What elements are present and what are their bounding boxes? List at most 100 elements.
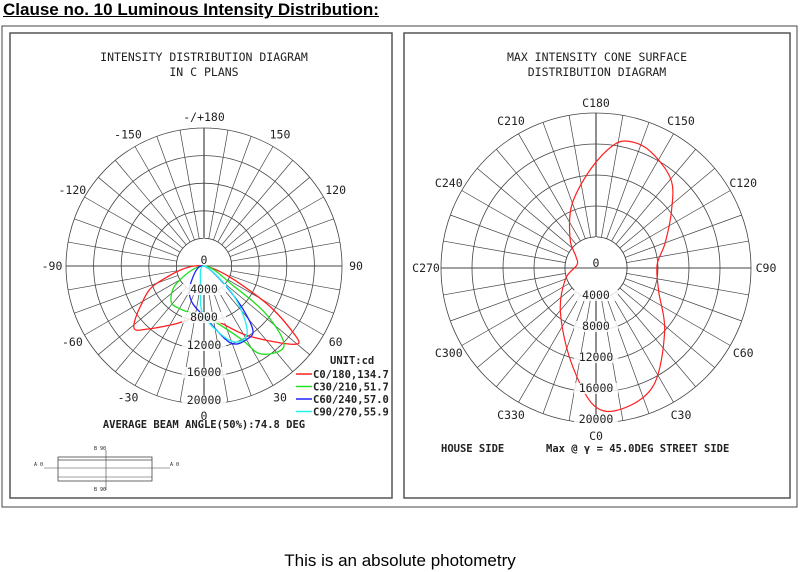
grid-spoke (622, 190, 731, 253)
radial-label: 4000 (582, 288, 610, 302)
right-panel-frame (403, 32, 791, 499)
radial-label: 12000 (187, 338, 222, 352)
photometry-caption: This is an absolute photometry (284, 551, 516, 570)
angle-label: C330 (497, 408, 525, 422)
radial-label: 4000 (190, 282, 218, 296)
grid-spoke (134, 289, 191, 386)
angle-label: C150 (667, 114, 695, 128)
grid-spoke (568, 115, 591, 238)
angle-label: C0 (589, 429, 603, 443)
grid-spoke (156, 291, 195, 396)
right-title-line-1: MAX INTENSITY CONE SURFACE (507, 50, 687, 64)
cone-curve (559, 140, 674, 413)
luminaire-sketch: B 90 B 90 A 0 A 0 (34, 446, 179, 493)
grid-spoke (625, 214, 742, 258)
grid-spoke (477, 287, 573, 368)
angle-label: C90 (756, 261, 777, 275)
legend-entry: C30/210,51.7 (313, 382, 389, 394)
angle-label: -60 (62, 335, 83, 349)
angle-label: -150 (114, 127, 142, 141)
grid-spoke (208, 130, 229, 239)
angle-label: C30 (671, 408, 692, 422)
angle-label: C180 (582, 96, 610, 110)
grid-spoke (615, 149, 696, 245)
grid-spoke (68, 270, 177, 291)
grid-spoke (606, 297, 650, 414)
max-gamma-street-side-label: Max @ γ = 45.0DEG STREET SIDE (546, 443, 729, 455)
grid-spoke (115, 160, 187, 246)
sketch-label-left: A 0 (34, 462, 43, 468)
angle-label: 120 (325, 183, 346, 197)
angle-label: C120 (729, 176, 757, 190)
angle-label: -120 (59, 183, 87, 197)
legend: C0/180,134.7C30/210,51.7C60/240,57.0C90/… (296, 369, 389, 419)
grid-spoke (606, 122, 650, 239)
grid-spoke (450, 214, 567, 258)
grid-spoke (625, 278, 742, 322)
grid-spoke (601, 115, 624, 238)
grid-spoke (221, 160, 293, 246)
radial-label: 8000 (582, 319, 610, 333)
radial-label: 16000 (187, 365, 222, 379)
sketch-label-right: A 0 (170, 462, 179, 468)
grid-spoke (619, 287, 715, 368)
legend-entry: C60/240,57.0 (313, 394, 389, 406)
grid-spoke (84, 196, 181, 253)
left-panel-frame (9, 32, 393, 499)
grid-spoke (496, 149, 577, 245)
grid-spoke (443, 273, 566, 296)
left-title-line-1: INTENSITY DISTRIBUTION DIAGRAM (100, 50, 308, 64)
grid-spoke (615, 291, 696, 387)
angle-label: 90 (349, 259, 363, 273)
grid-spoke (611, 133, 674, 242)
grid-spoke (450, 278, 567, 322)
radial-label: 16000 (579, 381, 614, 395)
radial-label: 20000 (579, 412, 614, 426)
grid-spoke (496, 291, 577, 387)
angle-label: C270 (412, 261, 440, 275)
average-beam-angle: AVERAGE BEAM ANGLE(50%):74.8 DEG (103, 419, 305, 431)
series-curve-1 (170, 265, 285, 355)
angle-label: C240 (435, 176, 463, 190)
grid-spoke (619, 168, 715, 249)
grid-spoke (68, 241, 177, 262)
angle-label: C300 (435, 346, 463, 360)
grid-spoke (443, 240, 566, 263)
unit-label: UNIT:cd (330, 355, 374, 367)
grid-spoke (626, 240, 749, 263)
sketch-label-bottom: B 90 (94, 487, 106, 493)
cone-surface-diagram: MAX INTENSITY CONE SURFACE DISTRIBUTION … (412, 50, 776, 455)
grid-spoke (217, 146, 274, 243)
outer-frame (1, 25, 798, 508)
grid-spoke (542, 122, 586, 239)
grid-spoke (134, 146, 191, 243)
sketch-label-top: B 90 (94, 446, 106, 452)
grid-spoke (229, 218, 334, 257)
grid-spoke (461, 190, 570, 253)
right-title-line-2: DISTRIBUTION DIAGRAM (528, 65, 667, 79)
grid-spoke (224, 283, 310, 355)
grid-spoke (156, 136, 195, 241)
grid-spoke (518, 294, 581, 403)
grid-spoke (518, 133, 581, 242)
grid-spoke (115, 286, 187, 372)
intensity-distribution-diagram: INTENSITY DISTRIBUTION DIAGRAM IN C PLAN… (34, 50, 389, 493)
angle-label: C210 (497, 114, 525, 128)
grid-spoke (98, 283, 184, 355)
angle-label: C60 (733, 346, 754, 360)
grid-spoke (542, 297, 586, 414)
grid-spoke (231, 241, 340, 262)
grid-spoke (74, 275, 179, 314)
grid-spoke (213, 136, 252, 241)
grid-spoke (221, 286, 293, 372)
angle-label: 0 (201, 409, 208, 423)
angle-label: 150 (270, 127, 291, 141)
grid-spoke (227, 279, 324, 336)
section-heading: Clause no. 10 Luminous Intensity Distrib… (3, 0, 379, 19)
radial-label: 0 (201, 253, 208, 267)
grid-spoke (224, 177, 310, 249)
angle-label: 60 (329, 335, 343, 349)
left-title-line-2: IN C PLANS (169, 65, 238, 79)
grid-spoke (626, 273, 749, 296)
